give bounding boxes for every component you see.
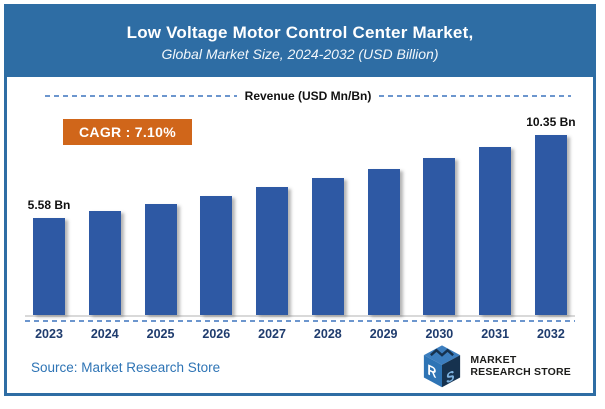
bar-column-2024 <box>85 125 125 315</box>
bar-column-2025 <box>141 125 181 315</box>
bar-2026 <box>200 196 233 315</box>
bar-column-2026 <box>196 125 236 315</box>
x-axis-label-2031: 2031 <box>481 327 510 341</box>
brand-logo-line1: MARKET <box>470 354 517 367</box>
bar-2027 <box>256 187 289 315</box>
bar-column-2032: 10.35 Bn <box>526 115 576 315</box>
bar-column-2027 <box>252 125 292 315</box>
dashed-rule-left <box>45 95 237 97</box>
page-title: Low Voltage Motor Control Center Market, <box>126 22 474 42</box>
mrs-cube-logo-icon: R S <box>424 345 461 388</box>
bar-2030 <box>423 158 456 315</box>
axis-title: Revenue (USD Mn/Bn) <box>244 89 372 103</box>
bar-column-2031 <box>475 125 515 315</box>
years-row: 2023 2024 2025 2026 2027 2028 2029 2030 2031 2032 <box>25 327 575 341</box>
bar-2029 <box>367 169 400 315</box>
bar-column-2023: 5.58 Bn <box>27 125 71 315</box>
dashed-rule-right <box>379 95 571 97</box>
bar-column-2029 <box>364 125 404 315</box>
cagr-badge: CAGR : 7.10% <box>63 119 192 145</box>
x-axis-label-2023: 2023 <box>35 327 63 341</box>
source-text: Source: Market Research Store <box>31 359 221 375</box>
bar-value-label-2023: 5.58 Bn <box>27 198 71 212</box>
bar-2023 <box>33 218 65 315</box>
bars-row: 5.58 Bn 10.35 Bn <box>25 115 576 317</box>
infographic-frame: Low Voltage Motor Control Center Market,… <box>4 4 596 396</box>
bar-chart: 5.58 Bn 10.35 Bn 2023 2024 2025 2026 2027 2028… <box>25 115 576 341</box>
x-axis-label-2027: 2027 <box>258 327 286 341</box>
x-axis-label-2026: 2026 <box>202 327 231 341</box>
svg-text:R: R <box>428 362 437 383</box>
x-axis-label-2029: 2029 <box>369 327 398 341</box>
chart-header: Low Voltage Motor Control Center Market,… <box>7 7 593 77</box>
x-axis-label-2025: 2025 <box>146 327 175 341</box>
x-axis-label-2028: 2028 <box>313 327 342 341</box>
page-subtitle: Global Market Size, 2024-2032 (USD Billi… <box>161 45 439 62</box>
x-axis-label-2030: 2030 <box>425 327 454 341</box>
brand-logo: R S MARKET RESEARCH STORE <box>421 344 571 390</box>
axis-title-row: Revenue (USD Mn/Bn) <box>27 89 573 103</box>
footer: Source: Market Research Store R S MARKET… <box>7 341 593 399</box>
svg-text:S: S <box>447 367 455 387</box>
x-axis-dashed-line <box>25 320 575 322</box>
bar-column-2028 <box>308 125 348 315</box>
bar-2032 <box>534 135 567 315</box>
x-axis-label-2032: 2032 <box>536 327 565 341</box>
brand-logo-line2: RESEARCH STORE <box>470 366 571 378</box>
bar-column-2030 <box>419 125 459 315</box>
bar-2031 <box>479 147 512 315</box>
bar-2025 <box>144 204 177 315</box>
bar-value-label-2032: 10.35 Bn <box>526 115 576 129</box>
brand-logo-text: MARKET RESEARCH STORE <box>470 355 571 378</box>
bar-2024 <box>88 211 121 315</box>
x-axis-label-2024: 2024 <box>90 327 119 341</box>
bar-2028 <box>311 178 344 315</box>
chart-area: Revenue (USD Mn/Bn) CAGR : 7.10% 5.58 Bn… <box>7 77 593 341</box>
